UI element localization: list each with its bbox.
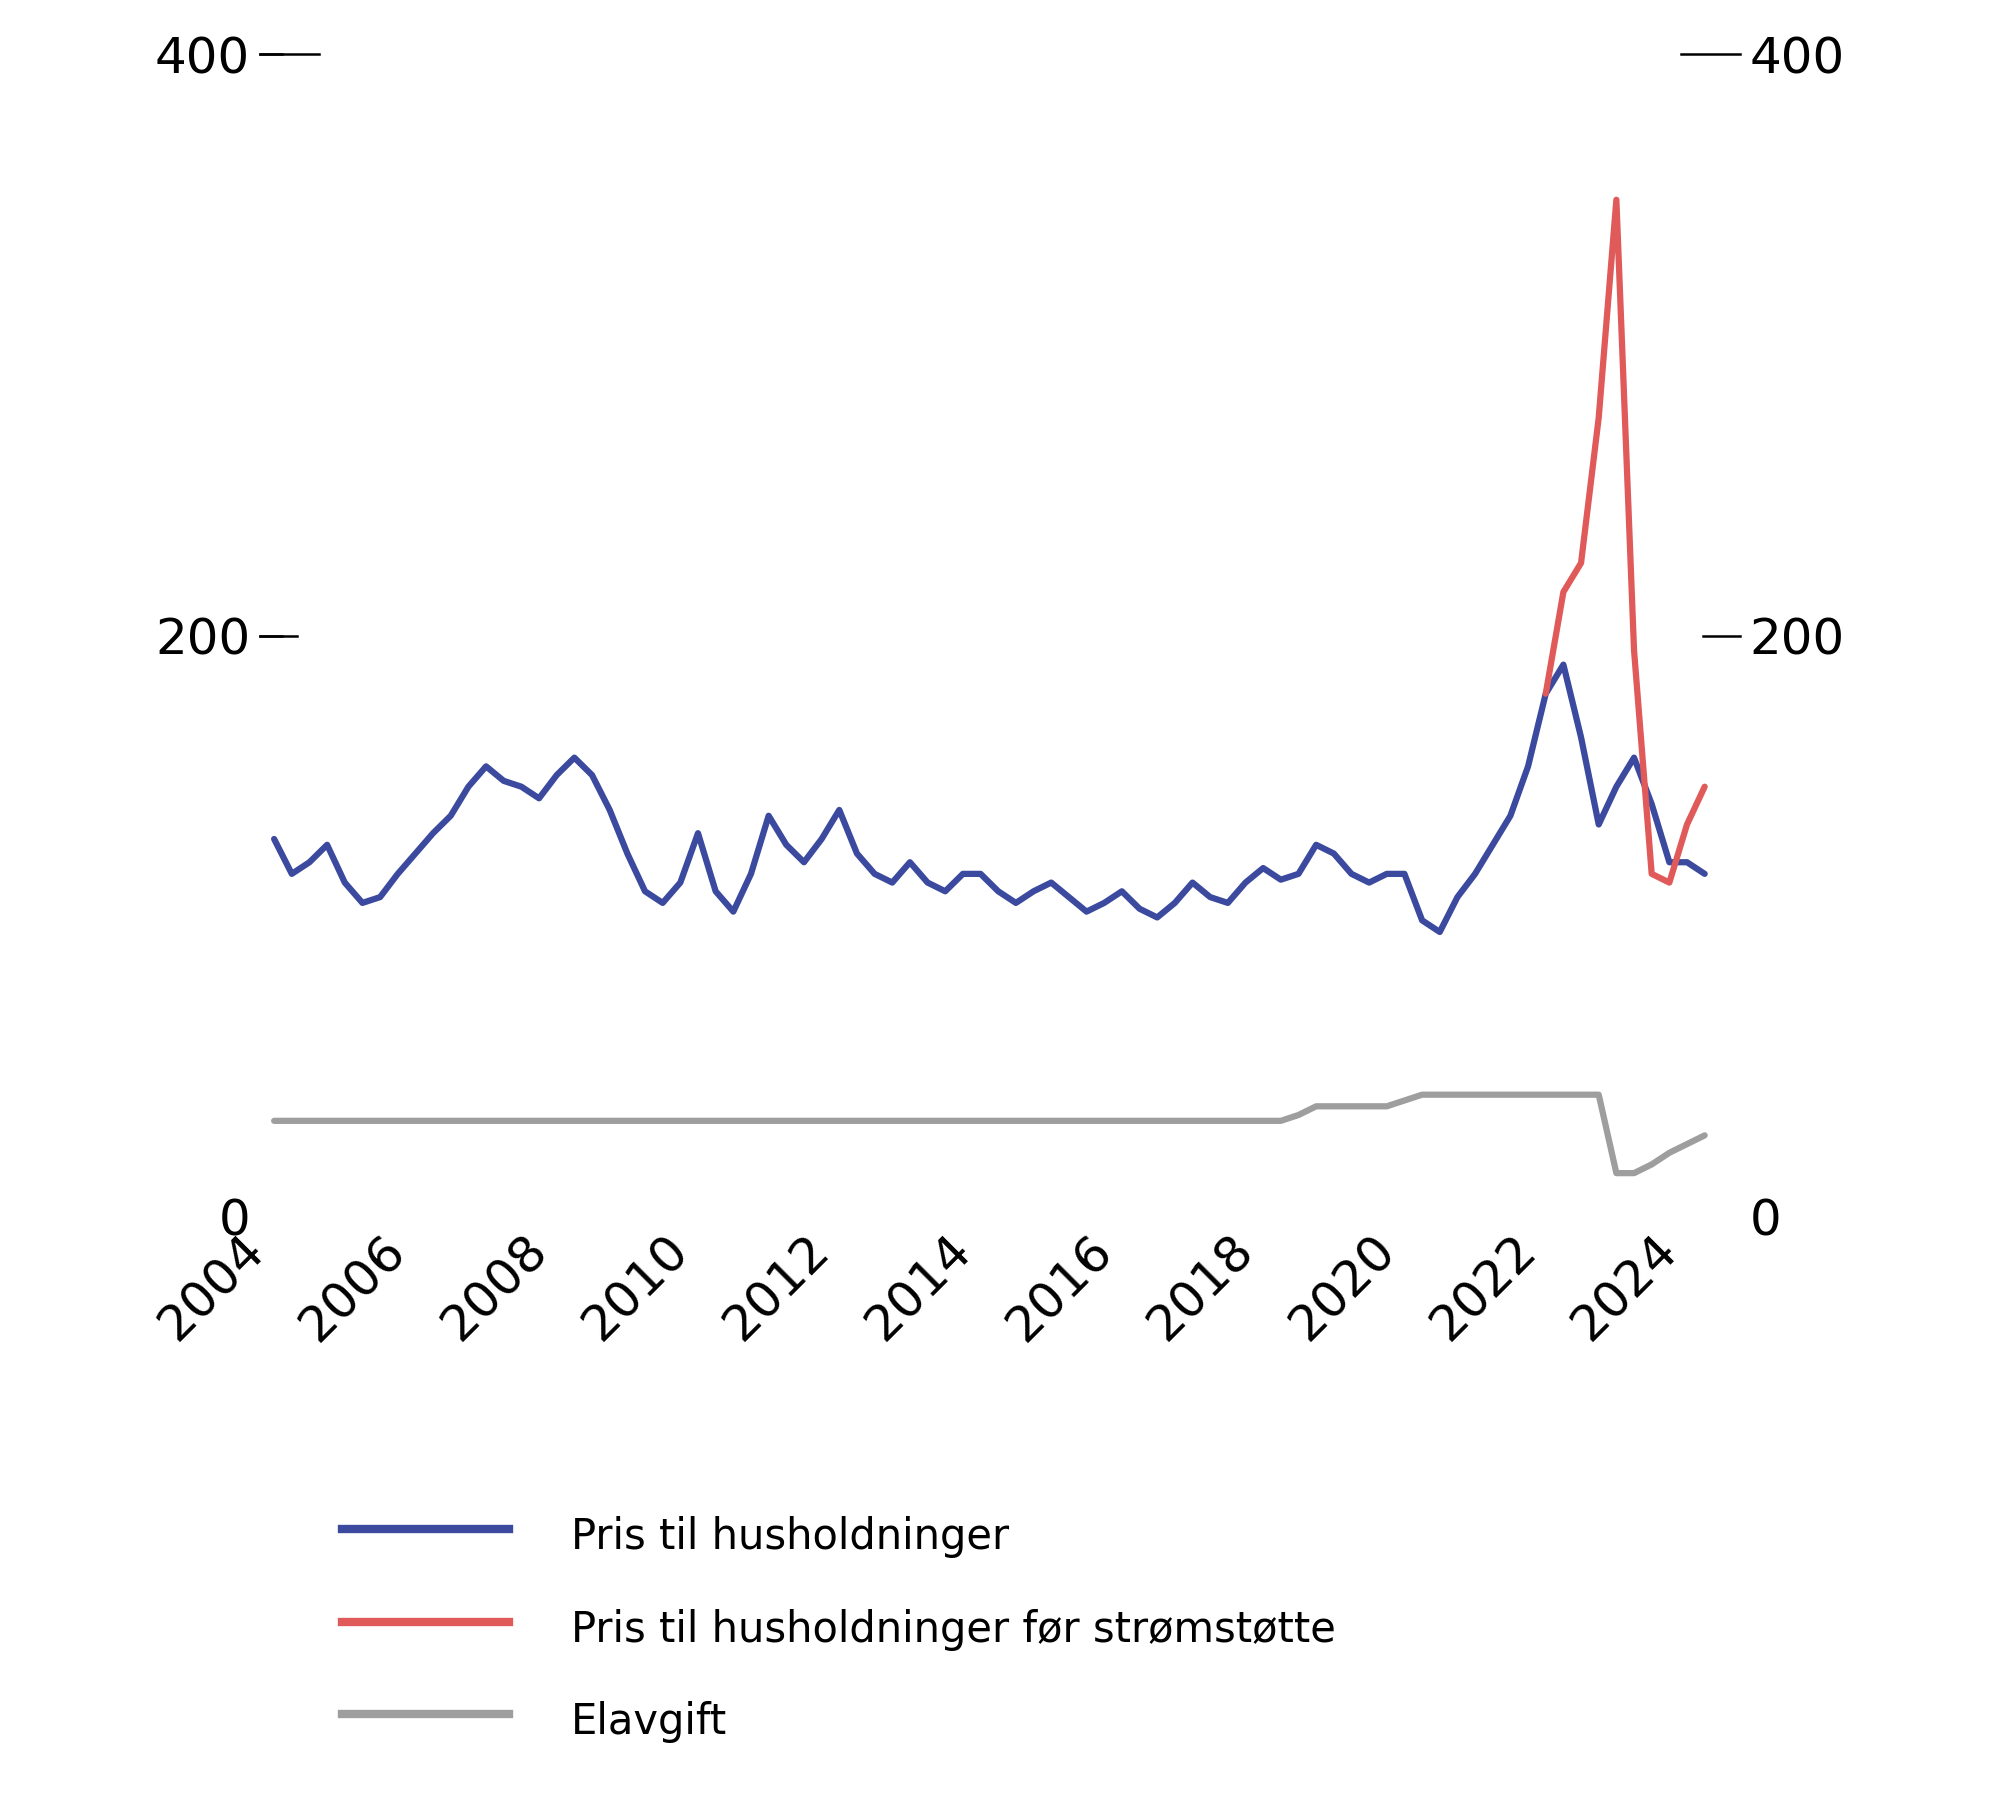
Legend: Pris til husholdninger, Pris til husholdninger før strømstøtte, Elavgift: Pris til husholdninger, Pris til hushold…	[326, 1493, 1352, 1762]
